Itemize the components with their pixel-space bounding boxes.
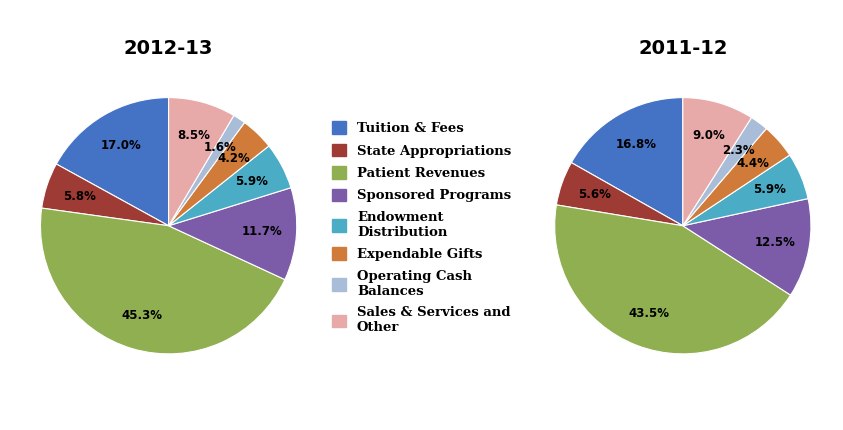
Wedge shape [41, 164, 169, 226]
Text: 5.6%: 5.6% [578, 188, 611, 201]
Wedge shape [683, 117, 766, 226]
Text: 45.3%: 45.3% [121, 309, 163, 322]
Wedge shape [169, 116, 244, 226]
Legend: Tuition & Fees, State Appropriations, Patient Revenues, Sponsored Programs, Endo: Tuition & Fees, State Appropriations, Pa… [328, 117, 515, 338]
Wedge shape [572, 98, 683, 226]
Text: 4.2%: 4.2% [217, 152, 250, 165]
Wedge shape [683, 155, 808, 226]
Text: 4.4%: 4.4% [737, 157, 770, 170]
Wedge shape [556, 163, 683, 226]
Text: 11.7%: 11.7% [242, 225, 282, 238]
Text: 16.8%: 16.8% [615, 138, 656, 151]
Wedge shape [169, 123, 269, 226]
Text: 2.3%: 2.3% [722, 144, 754, 157]
Wedge shape [683, 129, 790, 226]
Wedge shape [555, 205, 791, 354]
Wedge shape [40, 208, 285, 354]
Text: 5.9%: 5.9% [753, 183, 786, 196]
Text: 12.5%: 12.5% [754, 236, 795, 249]
Wedge shape [683, 199, 811, 295]
Wedge shape [56, 98, 169, 226]
Wedge shape [169, 187, 297, 280]
Wedge shape [169, 98, 234, 226]
Text: 5.8%: 5.8% [63, 190, 96, 203]
Wedge shape [683, 98, 751, 226]
Title: 2011-12: 2011-12 [638, 40, 728, 58]
Text: 43.5%: 43.5% [629, 307, 669, 319]
Title: 2012-13: 2012-13 [124, 40, 213, 58]
Text: 1.6%: 1.6% [204, 141, 237, 154]
Text: 5.9%: 5.9% [235, 175, 268, 188]
Wedge shape [169, 146, 291, 226]
Text: 8.5%: 8.5% [177, 129, 210, 142]
Text: 9.0%: 9.0% [693, 129, 725, 142]
Text: 17.0%: 17.0% [100, 139, 142, 152]
